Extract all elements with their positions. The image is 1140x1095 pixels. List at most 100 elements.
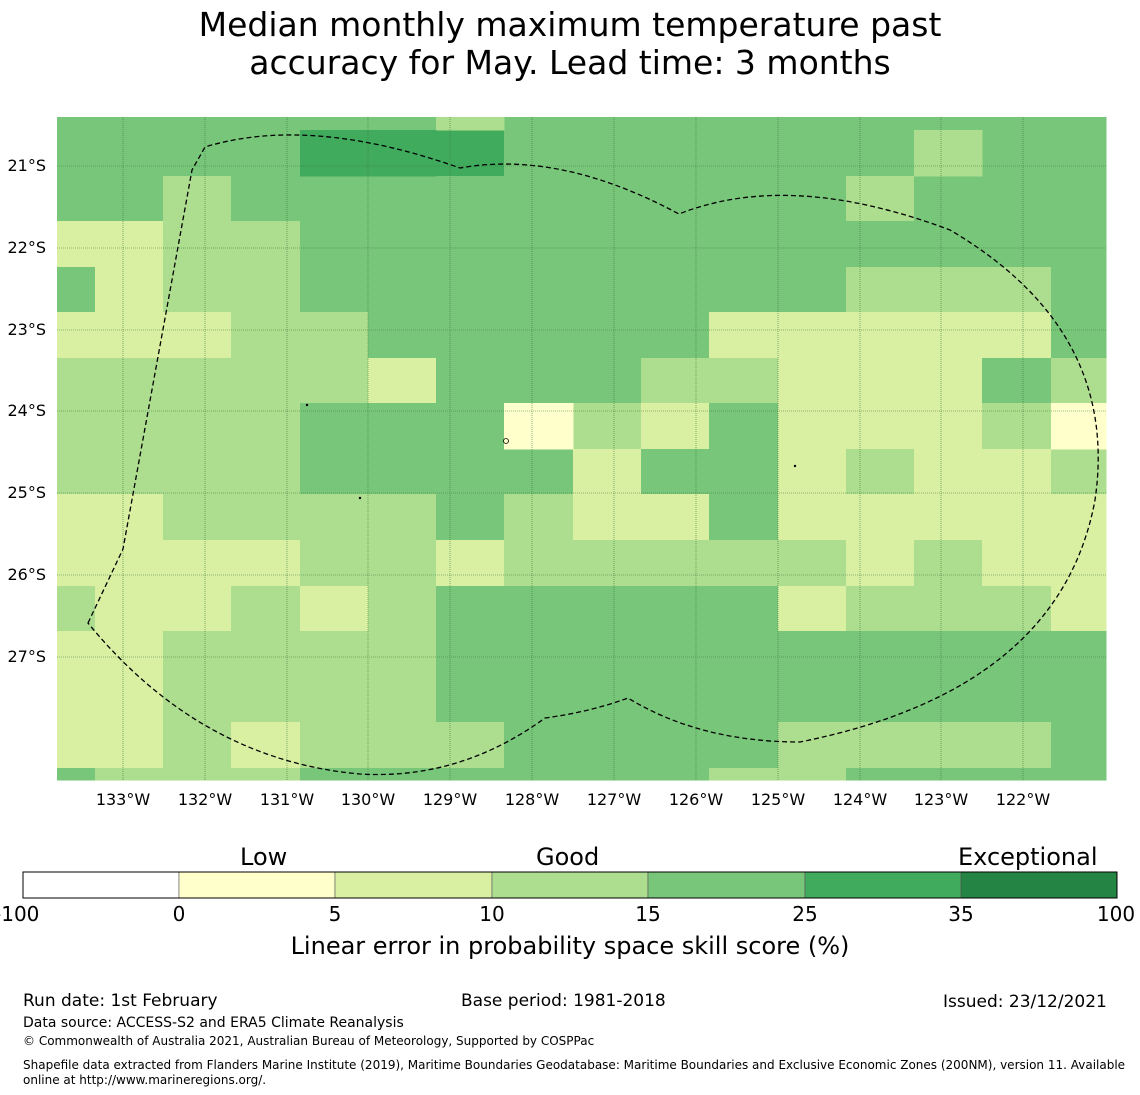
grid-cell [1051, 221, 1107, 268]
grid-cell [300, 449, 369, 495]
grid-cell [982, 312, 1052, 359]
grid-cell [1051, 677, 1107, 723]
grid-cell [846, 358, 915, 404]
shapefile-credit-line-1: Shapefile data extracted from Flanders M… [23, 1058, 1126, 1072]
grid-cell [709, 722, 779, 769]
grid-cell [231, 677, 301, 723]
longitude-label: 126°W [669, 790, 724, 809]
grid-cell [368, 358, 437, 404]
grid-cell [709, 117, 779, 131]
grid-cell [504, 130, 574, 177]
grid-cell [846, 267, 915, 313]
grid-cell [709, 540, 779, 587]
colorbar-tick: 10 [479, 902, 505, 926]
grid-cell [982, 117, 1052, 131]
grid-cell [57, 403, 96, 450]
grid-cell [709, 449, 779, 495]
grid-cell [163, 312, 232, 359]
grid-cell [95, 586, 164, 632]
grid-cell [914, 267, 983, 313]
grid-cell [914, 540, 983, 587]
colorbar-segment [334, 871, 493, 899]
grid-cell [436, 267, 505, 313]
grid-cell [914, 176, 983, 222]
longitude-label: 131°W [260, 790, 315, 809]
grid-cell [300, 722, 369, 769]
islands [305, 403, 797, 500]
grid-cell [57, 130, 96, 177]
grid-cell [709, 358, 779, 404]
grid-cell [57, 221, 96, 268]
grid-cell [846, 540, 915, 587]
issued-date: Issued: 23/12/2021 [943, 992, 1107, 1012]
colorbar-outline [22, 871, 1118, 899]
latitude-labels: 21°S 22°S 23°S 24°S 25°S 26°S 27°S [7, 156, 46, 666]
grid-cell [982, 358, 1052, 404]
grid-cell [709, 768, 779, 781]
grid-cell [300, 494, 369, 541]
grid-cell [914, 312, 983, 359]
longitude-labels: 133°W 132°W 131°W 130°W 129°W 128°W 127°W 126°W… [96, 790, 1051, 809]
grid-cell [709, 267, 779, 313]
grid-cell [1051, 768, 1107, 781]
grid-cell [846, 449, 915, 495]
grid-cell [95, 403, 164, 450]
grid-cell [300, 677, 369, 723]
grid-cell [709, 221, 779, 268]
grid-cell [57, 494, 96, 541]
grid-cell [95, 449, 164, 495]
longitude-label: 133°W [96, 790, 151, 809]
grid-cell [57, 540, 96, 587]
colorbar-tick: 100 [1096, 902, 1136, 926]
grid-cell [368, 267, 437, 313]
grid-cell [95, 768, 164, 781]
grid-cell [641, 267, 710, 313]
grid-cell [368, 768, 437, 781]
grid-cell [368, 540, 437, 587]
grid-cell [57, 586, 96, 632]
grid-cell [778, 358, 847, 404]
grid-cell [982, 677, 1052, 723]
grid-cell [778, 768, 847, 781]
grid-cell [641, 176, 710, 222]
grid-cell [504, 403, 574, 450]
grid-cell [573, 176, 642, 222]
grid-cell [231, 494, 301, 541]
grid-cell [436, 312, 505, 359]
latitude-label: 22°S [7, 238, 46, 257]
grid-cell [641, 722, 710, 769]
title-line-2: accuracy for May. Lead time: 3 months [249, 43, 891, 82]
grid-cell [778, 586, 847, 632]
grid-cell [778, 267, 847, 313]
latitude-label: 23°S [7, 320, 46, 339]
grid-cell [436, 540, 505, 587]
island-marker [305, 403, 309, 407]
longitude-label: 124°W [833, 790, 888, 809]
colorbar-segment [491, 871, 649, 899]
grid-cell [300, 117, 369, 131]
grid-cell [778, 221, 847, 268]
grid-cell [778, 130, 847, 177]
grid-cell [1051, 540, 1107, 587]
grid-cell [436, 117, 505, 131]
grid-cell [914, 449, 983, 495]
grid-cell [641, 494, 710, 541]
grid-cell [163, 768, 232, 781]
grid-cell [163, 494, 232, 541]
grid-cell [57, 677, 96, 723]
grid-cell [368, 176, 437, 222]
grid-cell [914, 586, 983, 632]
grid-cell [778, 494, 847, 541]
colorbar-tick: 0 [172, 902, 186, 926]
grid-cell [641, 449, 710, 495]
colorbar-header-low: Low [240, 843, 288, 871]
grid-cell [300, 586, 369, 632]
grid-cell [436, 221, 505, 268]
grid-cell [504, 631, 574, 678]
grid-cell [504, 586, 574, 632]
grid-cell [1051, 494, 1107, 541]
grid-cell [163, 449, 232, 495]
grid-cell [573, 130, 642, 177]
colorbar-title: Linear error in probability space skill … [290, 932, 850, 960]
longitude-label: 123°W [914, 790, 969, 809]
